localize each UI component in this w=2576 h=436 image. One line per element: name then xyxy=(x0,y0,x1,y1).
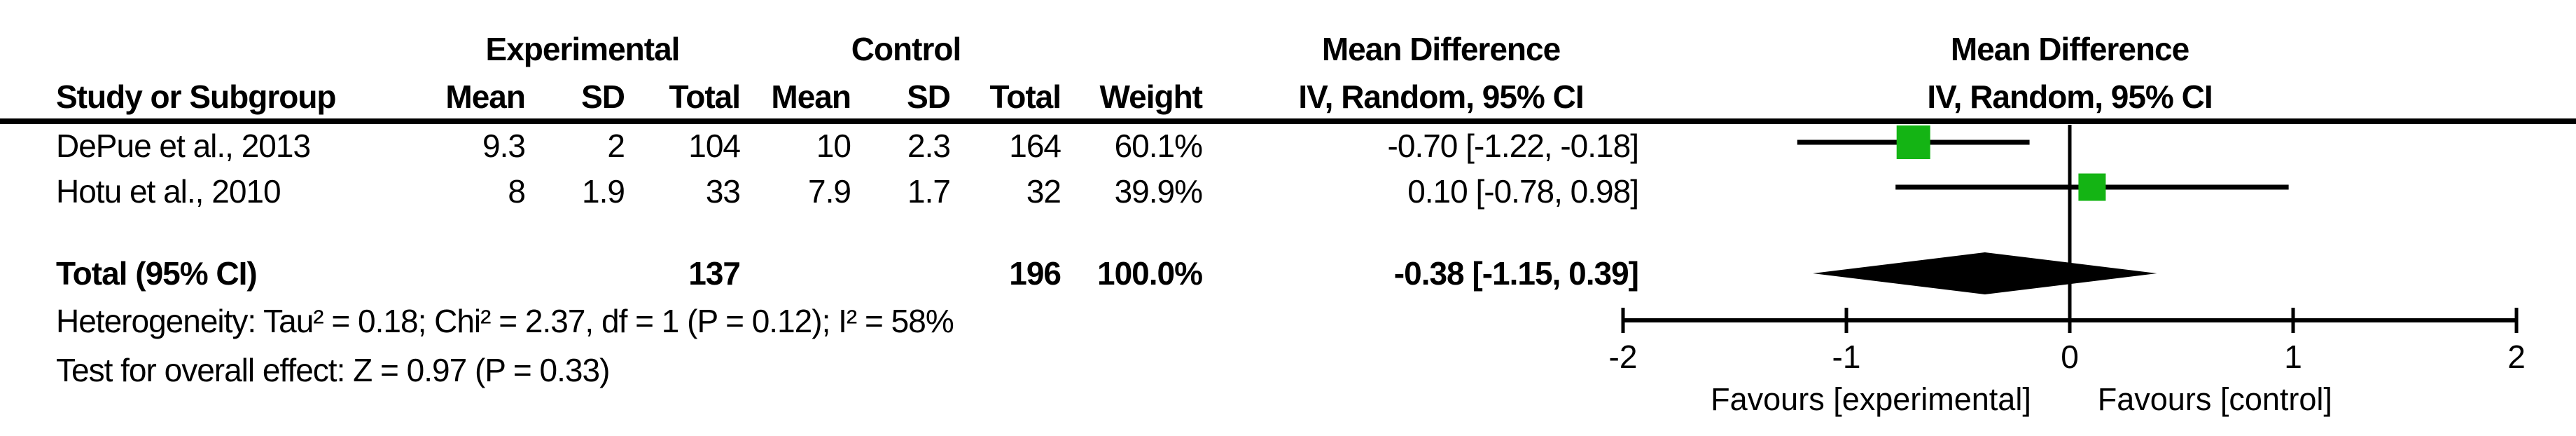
md-ci: -0.70 [-1.22, -0.18] xyxy=(1387,128,1639,164)
col-header-exp-sd: SD xyxy=(581,79,625,115)
exp-sd: 2 xyxy=(607,128,625,164)
col-header-exp-mean: Mean xyxy=(445,79,526,115)
forest-plot: -2 -1 0 1 2 Favours [experimental] Favours [co… xyxy=(1609,125,2526,417)
total-md-ci: -0.38 [-1.15, 0.39] xyxy=(1393,255,1639,292)
study-name: Hotu et al., 2010 xyxy=(56,173,281,210)
exp-sd: 1.9 xyxy=(582,173,625,210)
plot-header-subtitle: IV, Random, 95% CI xyxy=(1927,79,2213,115)
tick-label: 1 xyxy=(2284,339,2302,375)
total-ctrl-n: 196 xyxy=(1009,255,1061,292)
col-header-exp-total: Total xyxy=(669,79,741,115)
exp-total: 33 xyxy=(705,173,741,210)
col-header-ctrl-mean: Mean xyxy=(771,79,851,115)
ctrl-sd: 2.3 xyxy=(907,128,951,164)
tick-label: 0 xyxy=(2061,339,2079,375)
col-header-study: Study or Subgroup xyxy=(56,79,337,115)
study-name: DePue et al., 2013 xyxy=(56,128,311,164)
exp-mean: 9.3 xyxy=(482,128,526,164)
total-exp-n: 137 xyxy=(688,255,741,292)
ctrl-total: 164 xyxy=(1009,128,1061,164)
study-marker xyxy=(1896,125,1930,159)
header-rule xyxy=(0,118,2576,124)
ctrl-sd: 1.7 xyxy=(907,173,951,210)
overall-effect-text: Test for overall effect: Z = 0.97 (P = 0… xyxy=(56,352,610,388)
col-header-effect: IV, Random, 95% CI xyxy=(1298,79,1584,115)
group-header-experimental: Experimental xyxy=(485,31,681,67)
favours-experimental-label: Favours [experimental] xyxy=(1711,381,2031,417)
col-header-weight: Weight xyxy=(1099,79,1203,115)
study-marker xyxy=(2078,173,2106,201)
tick-label: -2 xyxy=(1609,339,1638,375)
tick-label: -1 xyxy=(1832,339,1861,375)
weight: 60.1% xyxy=(1114,128,1203,164)
group-header-control: Control xyxy=(851,31,962,67)
heterogeneity-text: Heterogeneity: Tau² = 0.18; Chi² = 2.37,… xyxy=(56,303,954,339)
favours-control-label: Favours [control] xyxy=(2098,381,2332,417)
total-label: Total (95% CI) xyxy=(56,255,258,292)
col-header-ctrl-sd: SD xyxy=(907,79,951,115)
weight: 39.9% xyxy=(1114,173,1203,210)
col-header-ctrl-total: Total xyxy=(989,79,1061,115)
exp-total: 104 xyxy=(688,128,741,164)
summary-diamond xyxy=(1813,252,2157,294)
total-weight: 100.0% xyxy=(1096,255,1203,292)
ctrl-mean: 10 xyxy=(816,128,851,164)
effect-header-title: Mean Difference xyxy=(1321,31,1561,67)
ctrl-total: 32 xyxy=(1026,173,1061,210)
md-ci: 0.10 [-0.78, 0.98] xyxy=(1407,173,1639,210)
tick-label: 2 xyxy=(2507,339,2526,375)
ctrl-mean: 7.9 xyxy=(808,173,851,210)
plot-header-title: Mean Difference xyxy=(1950,31,2189,67)
exp-mean: 8 xyxy=(508,173,526,210)
